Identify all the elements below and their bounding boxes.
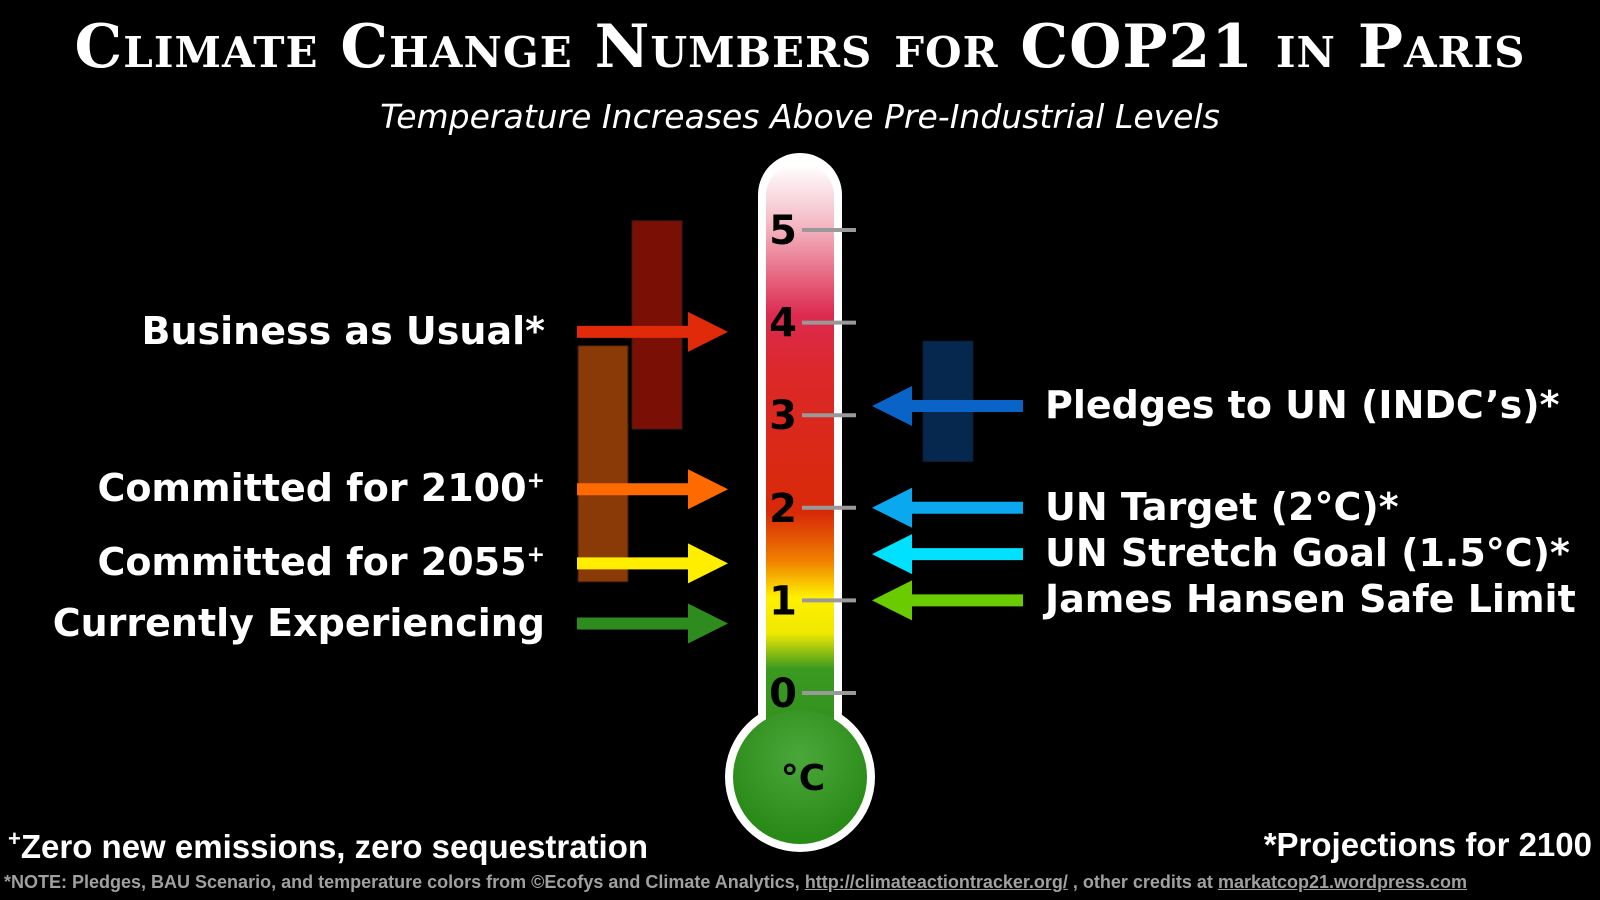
tick-label: 4 [769, 301, 797, 347]
range-bar [631, 220, 683, 430]
tick-label: 5 [769, 208, 797, 254]
left-label: Committed for 2100+ [97, 469, 545, 507]
label-text: Committed for 2100 [97, 466, 527, 511]
plus-mark: + [526, 468, 545, 494]
footnote-right: *Projections for 2100 [1263, 826, 1592, 863]
label-text: Business as Usual* [141, 308, 545, 353]
right-label: UN Target (2°C)* [1045, 484, 1399, 529]
arrow-left-icon [872, 534, 1023, 575]
arrow-right-icon [577, 543, 728, 584]
tick-label: 2 [769, 486, 797, 532]
arrow-left-icon [872, 580, 1023, 621]
footnote-left: +Zero new emissions, zero sequestration [8, 826, 648, 866]
plus-mark: + [8, 826, 21, 851]
unit-label: °C [781, 758, 825, 799]
markatcop21-link[interactable]: markatcop21.wordpress.com [1217, 872, 1468, 892]
tick-label: 0 [769, 671, 797, 717]
label-text: Currently Experiencing [52, 600, 545, 645]
tick-label: 3 [769, 393, 797, 439]
arrow-right-icon [577, 311, 728, 352]
subtitle: Temperature Increases Above Pre-Industri… [380, 97, 1220, 136]
note-text-mid: , other credits at [1067, 872, 1218, 892]
arrow-left-icon [872, 385, 1023, 426]
thermometer-bulb [733, 710, 867, 844]
range-bar [577, 345, 629, 583]
arrow-right-icon [577, 603, 728, 644]
arrow-right-icon [577, 469, 728, 510]
right-label: Pledges to UN (INDC’s)* [1045, 382, 1560, 427]
climateactiontracker-link[interactable]: http://climateactiontracker.org/ [804, 872, 1068, 892]
footnote-left-text: Zero new emissions, zero sequestration [20, 828, 649, 865]
thermometer-fill [766, 165, 834, 765]
tick-label: 1 [769, 578, 797, 624]
arrow-left-icon [872, 487, 1023, 528]
note-text: *NOTE: Pledges, BAU Scenario, and temper… [4, 872, 805, 892]
left-label: Business as Usual* [141, 312, 545, 350]
page-title: Climate Change Numbers for COP21 in Pari… [74, 12, 1526, 82]
right-label: James Hansen Safe Limit [1045, 577, 1576, 622]
left-label: Committed for 2055+ [97, 543, 545, 581]
label-text: Committed for 2055 [97, 540, 527, 585]
left-label: Currently Experiencing [53, 604, 545, 642]
credits-note: *NOTE: Pledges, BAU Scenario, and temper… [4, 872, 1467, 893]
plus-mark: + [526, 542, 545, 568]
right-label: UN Stretch Goal (1.5°C)* [1045, 531, 1570, 576]
